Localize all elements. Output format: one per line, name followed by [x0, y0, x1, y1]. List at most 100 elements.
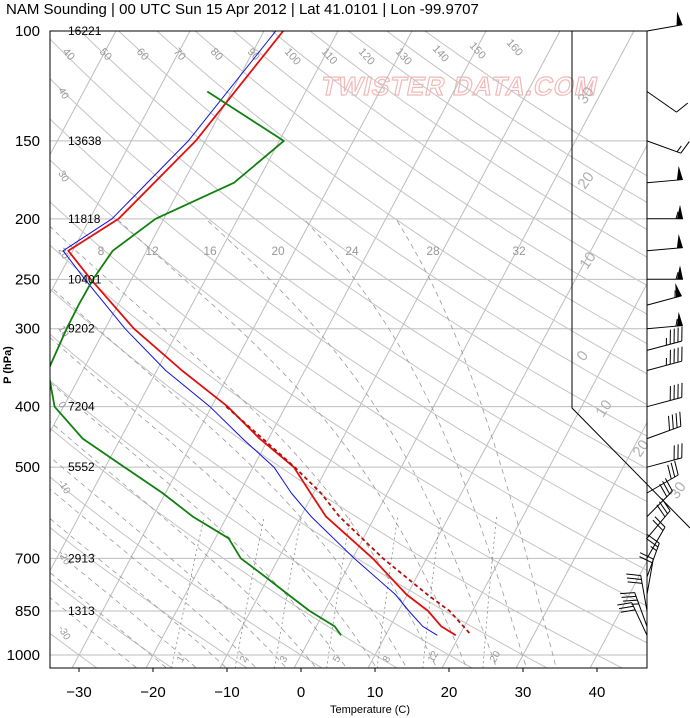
barb-pennant: [676, 165, 683, 181]
pressure-tick-label: 150: [15, 133, 40, 150]
barb-staff: [646, 425, 681, 440]
moist-adiabat: [50, 285, 408, 668]
wind-barb: [620, 592, 648, 627]
barb-flag: [674, 460, 679, 476]
barb-half-flag: [650, 546, 657, 552]
barb-flag: [627, 581, 643, 584]
height-label: 9202: [68, 322, 95, 336]
wind-barb: [646, 326, 683, 351]
pressure-tick-label: 400: [15, 399, 40, 416]
pressure-tick-label: 250: [15, 271, 40, 288]
barb-flag: [669, 329, 671, 345]
theta-e-label: 8: [98, 244, 105, 258]
barb-flag: [667, 464, 672, 480]
dry-adiabat-label: 160: [504, 37, 525, 59]
barb-flag: [673, 328, 675, 344]
dry-adiabat-label: 60: [134, 46, 151, 63]
barb-staff: [646, 490, 673, 517]
wind-barb: [639, 552, 654, 595]
barb-flag: [670, 462, 676, 478]
dry-adiabat: [50, 476, 323, 668]
height-label: 7204: [68, 400, 95, 414]
isotherm-line: [441, 282, 647, 668]
barb-flag: [675, 413, 678, 428]
barb-flag: [676, 102, 689, 113]
barb-staff: [646, 340, 682, 351]
x-tick-label: 20: [441, 684, 458, 701]
wind-barb: [646, 283, 682, 306]
barb-flag: [620, 609, 636, 613]
barb-flag: [652, 519, 664, 531]
pressure-tick-label: 200: [15, 211, 40, 228]
mixing-ratio-label: 3: [278, 654, 291, 665]
moist-adiabat: [303, 218, 527, 668]
barb-pennant: [676, 311, 683, 327]
isotherm-line: [71, 31, 413, 668]
barb-half-flag: [675, 318, 678, 327]
wind-barbs: [617, 11, 690, 668]
dry-adiabat: [50, 77, 647, 503]
theta-e-label: 32: [512, 244, 526, 258]
theta-e-label: 16: [203, 244, 217, 258]
dry-adiabat-label: 150: [467, 40, 488, 62]
isotherm-side-label: 30: [55, 169, 70, 185]
barb-staff: [631, 602, 648, 636]
wind-barb: [646, 460, 679, 494]
hodograph-ring-label: 10: [576, 249, 599, 272]
mixing-ratio-label: 8: [381, 654, 394, 665]
mixing-ratio-line: [171, 516, 205, 668]
pressure-tick-label: 700: [15, 550, 40, 567]
hodograph-outline: [571, 31, 690, 529]
barb-flag: [645, 537, 659, 548]
barb-flag: [681, 443, 683, 458]
mixing-ratio-line: [326, 516, 351, 668]
isotherm-line: [50, 31, 265, 434]
barb-flag: [669, 349, 671, 365]
dry-adiabat: [50, 38, 647, 469]
height-label: 5552: [68, 460, 95, 474]
dry-adiabat-label: 140: [430, 43, 451, 65]
barb-flag: [656, 504, 666, 518]
dry-adiabat: [50, 578, 173, 668]
barb-flag: [664, 478, 673, 492]
chart-title: NAM Sounding | 00 UTC Sun 15 Apr 2012 | …: [6, 1, 479, 18]
barb-flag: [626, 577, 642, 580]
isotherm-line: [145, 31, 487, 668]
dry-adiabat: [118, 31, 647, 406]
barb-flag: [662, 481, 671, 495]
dry-adiabat: [156, 31, 647, 375]
barb-pennant: [677, 204, 683, 219]
isotherm-line: [661, 31, 690, 673]
isotherm-side-label: 20: [55, 246, 70, 262]
mixing-ratio-label: 12: [426, 649, 441, 665]
isotherm-side-label: 40: [55, 86, 70, 102]
x-axis-title: Temperature (C): [330, 704, 410, 716]
wind-barb: [626, 573, 648, 612]
series-line-temperature: [67, 31, 457, 637]
pressure-tick-label: 1000: [7, 647, 40, 664]
hodograph-ring-label: 30: [666, 479, 689, 502]
wind-barb: [646, 498, 671, 539]
barb-flag: [677, 347, 679, 363]
barb-staff: [646, 295, 682, 306]
wind-barb: [646, 91, 689, 113]
height-label: 16221: [68, 24, 102, 38]
wind-barb: [647, 204, 683, 220]
barb-staff: [640, 575, 648, 612]
dry-adiabat-label: 110: [319, 46, 340, 67]
pressure-tick-label: 300: [15, 321, 40, 338]
theta-e-label: 24: [345, 244, 359, 258]
wind-barb: [646, 11, 683, 32]
barb-staff: [646, 24, 683, 32]
barb-half-flag: [675, 211, 679, 219]
wind-barb: [646, 140, 690, 154]
barb-pennant: [675, 283, 682, 298]
wind-barb: [646, 346, 683, 371]
wind-barb: [617, 602, 648, 636]
barb-flag: [671, 414, 674, 430]
isotherm-line: [589, 560, 647, 668]
barb-flag: [681, 346, 683, 362]
